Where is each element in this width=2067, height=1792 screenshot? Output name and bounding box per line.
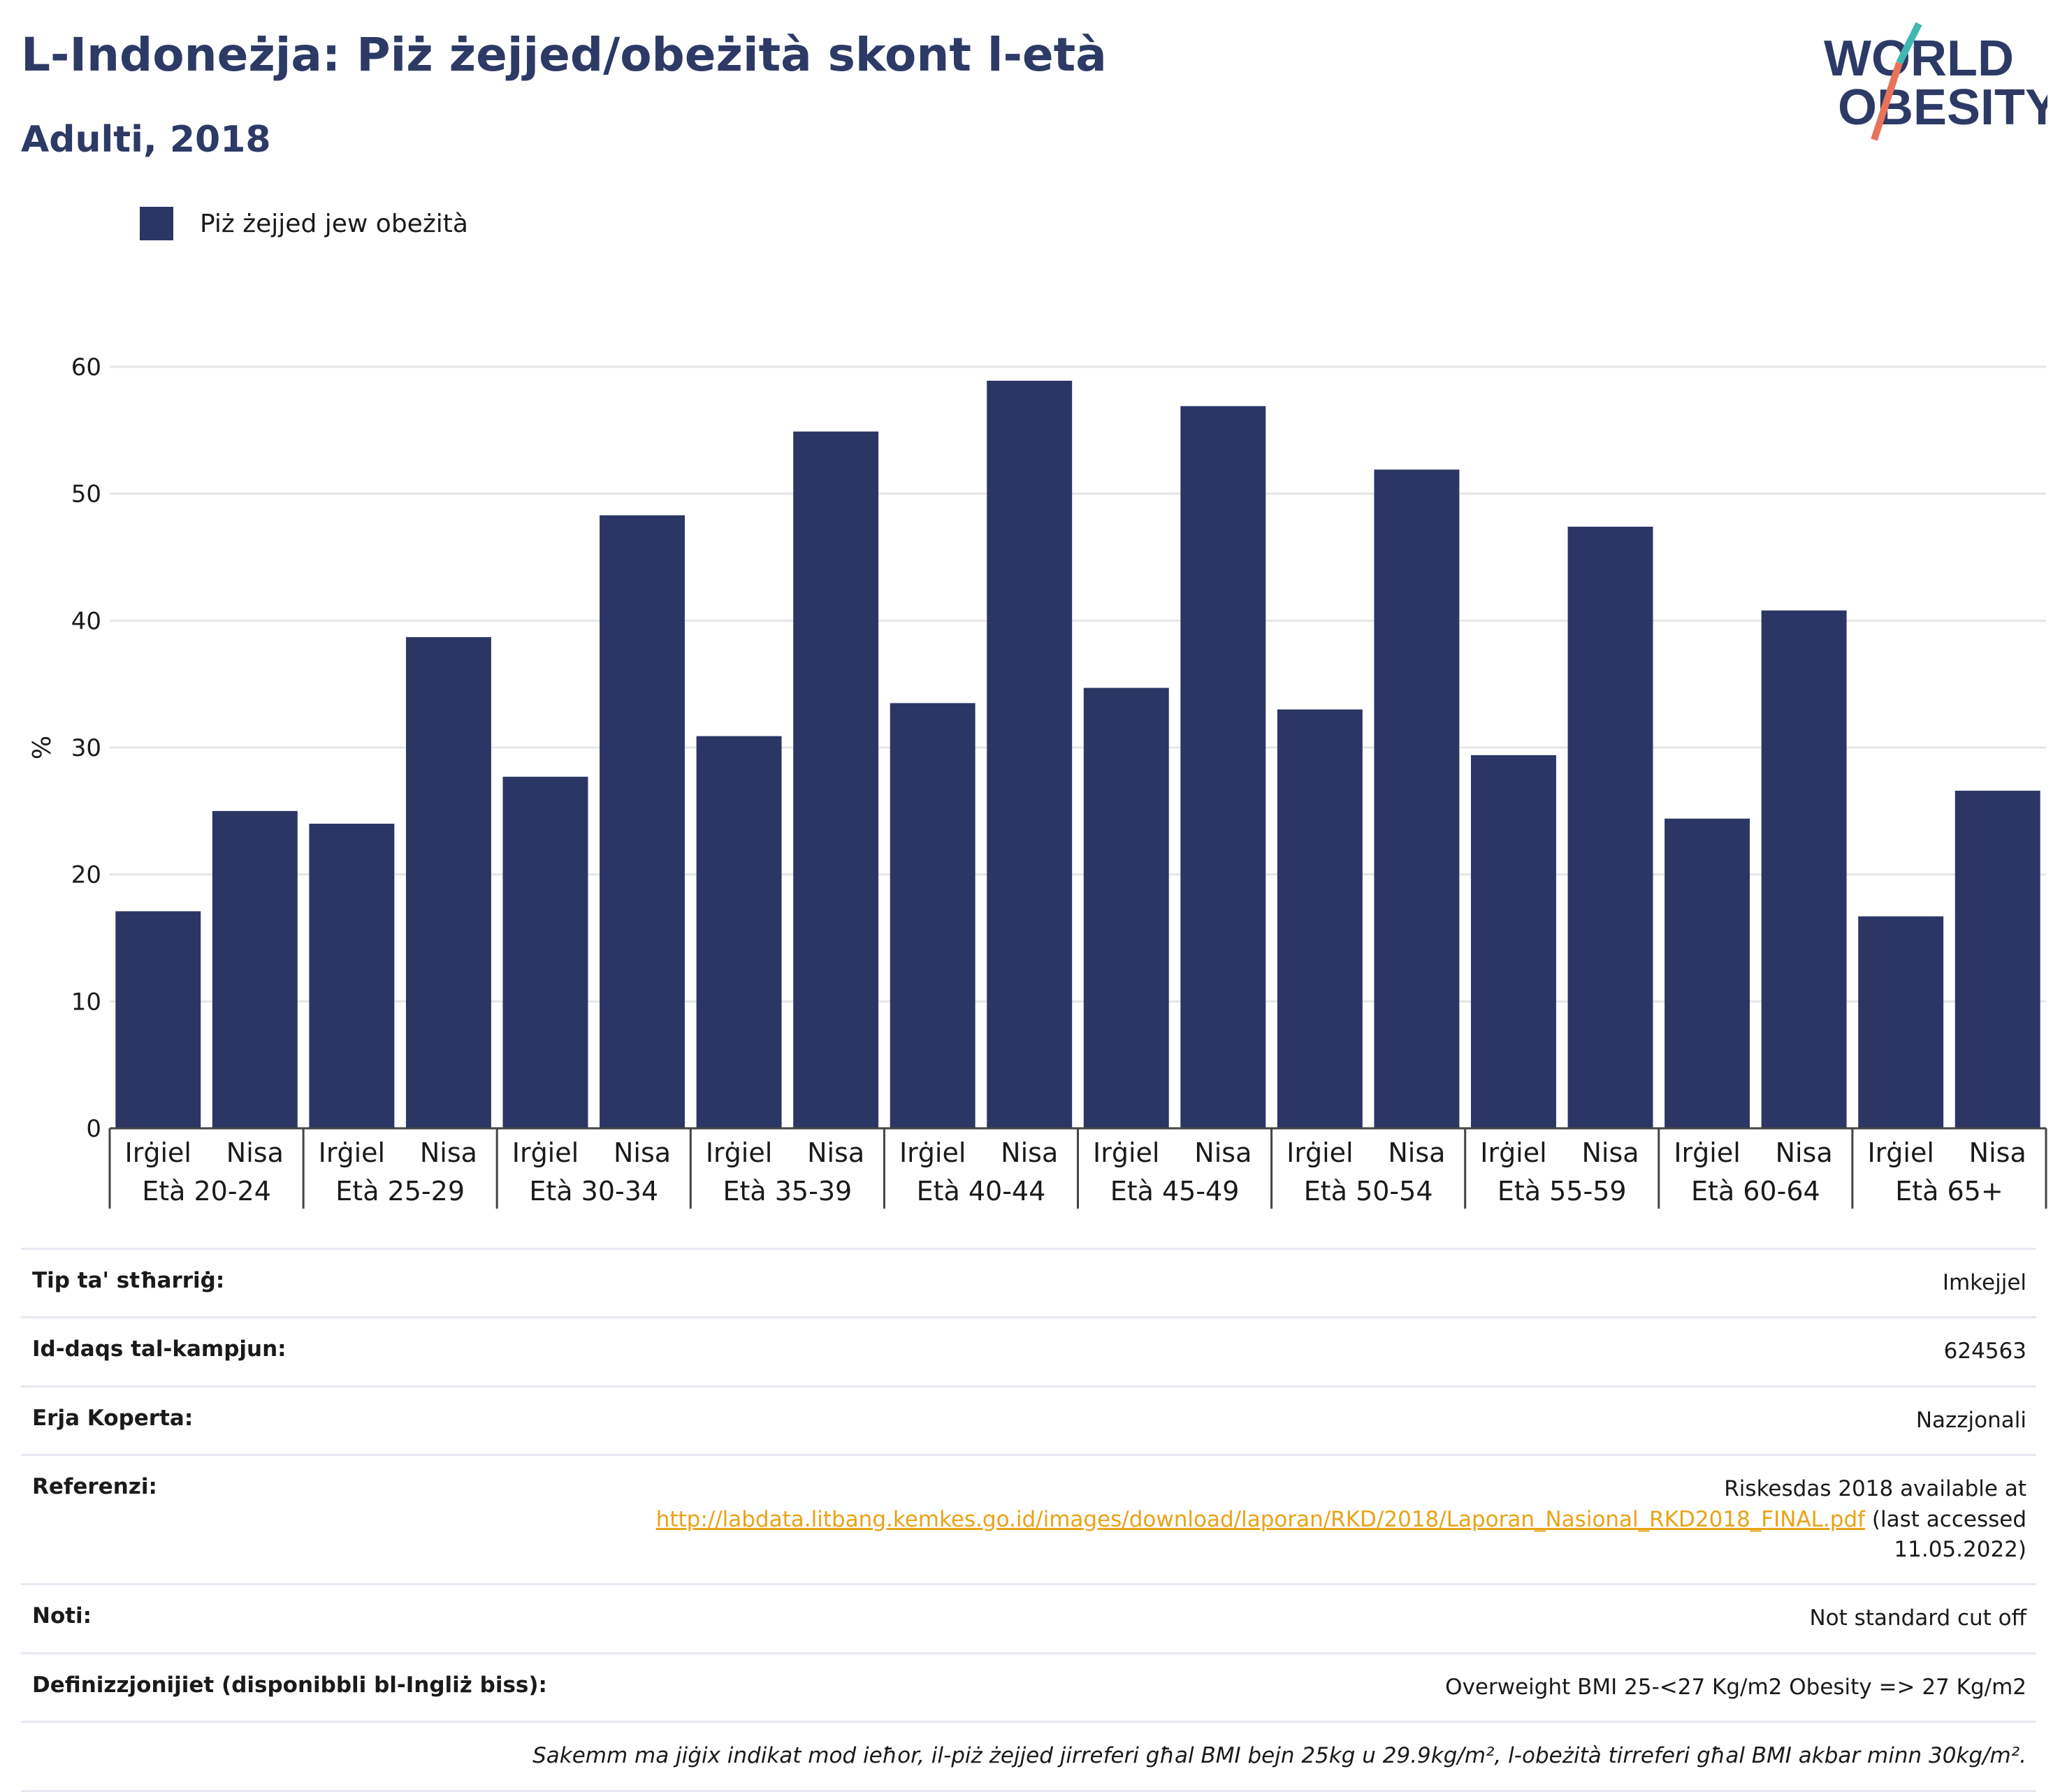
y-axis-label: % — [28, 736, 57, 759]
reference-accessed: (last accessed 11.05.2022) — [1871, 1506, 2026, 1562]
bar — [1761, 610, 1847, 1128]
x-tick-label: Irġiel — [1674, 1137, 1740, 1168]
x-tick-label: Nisa — [1776, 1137, 1833, 1168]
group-label: Età 40-44 — [917, 1176, 1046, 1207]
info-row-definitions: Definizzjonijiet (disponibbli bl-Ingliż … — [21, 1652, 2036, 1721]
x-tick-label: Nisa — [226, 1137, 284, 1168]
group-label: Età 50-54 — [1304, 1176, 1433, 1207]
bar — [1374, 469, 1460, 1128]
y-tick-label: 0 — [86, 1115, 101, 1143]
x-tick-label: Nisa — [1969, 1137, 2026, 1168]
logo-slash-top — [1896, 22, 1922, 65]
group-label: Età 35-39 — [723, 1176, 852, 1207]
bar — [1180, 406, 1266, 1128]
y-tick-label: 10 — [71, 988, 101, 1016]
logo-text-world: WORLD — [1824, 31, 2014, 87]
bar — [793, 431, 879, 1128]
bar — [1954, 790, 2040, 1128]
info-row-notes: Noti: Not standard cut off — [21, 1583, 2036, 1652]
bar — [115, 911, 201, 1128]
x-tick-label: Nisa — [614, 1137, 671, 1168]
bar — [1858, 916, 1944, 1128]
bar — [890, 703, 976, 1128]
legend: Piż żejjed jew obeżità — [140, 207, 468, 240]
x-tick-label: Nisa — [420, 1137, 477, 1168]
group-label: Età 20-24 — [142, 1176, 271, 1207]
info-label: Definizzjonijiet (disponibbli bl-Ingliż … — [32, 1672, 547, 1698]
info-label: Referenzi: — [32, 1474, 157, 1500]
logo-slash-bottom — [1871, 61, 1903, 141]
x-tick-label: Nisa — [1388, 1137, 1445, 1168]
group-label: Età 65+ — [1895, 1176, 2003, 1207]
info-label: Erja Koperta: — [32, 1405, 194, 1431]
legend-label: Piż żejjed jew obeżità — [200, 209, 468, 238]
bar — [1665, 818, 1750, 1128]
info-value: Imkejjel — [1942, 1270, 2026, 1295]
bar — [405, 636, 491, 1128]
bar — [502, 776, 588, 1128]
x-tick-label: Irġiel — [899, 1137, 966, 1168]
bar — [696, 736, 782, 1128]
info-row-survey-type: Tip ta' stħarriġ: Imkejjel — [21, 1248, 2036, 1316]
world-obesity-logo: WORLD OBESITY — [1824, 22, 2047, 141]
bar — [309, 824, 395, 1128]
info-row-references: Referenzi: Riskesdas 2018 available at h… — [21, 1454, 2036, 1583]
x-tick-label: Nisa — [1194, 1137, 1252, 1168]
x-tick-label: Irġiel — [1093, 1137, 1159, 1168]
info-row-footnote: Sakemm ma jiġix indikat mod ieħor, il-pi… — [21, 1721, 2036, 1792]
info-row-sample-size: Id-daqs tal-kampjun: 624563 — [21, 1316, 2036, 1385]
info-label: Noti: — [32, 1603, 92, 1629]
bar — [987, 380, 1073, 1128]
info-table: Tip ta' stħarriġ: Imkejjel Id-daqs tal-k… — [21, 1248, 2036, 1792]
x-tick-label: Irġiel — [319, 1137, 385, 1168]
group-label: Età 55-59 — [1497, 1176, 1627, 1207]
y-tick-label: 30 — [71, 734, 101, 762]
y-tick-label: 50 — [71, 481, 101, 509]
info-label: Tip ta' stħarriġ: — [32, 1268, 225, 1293]
chart-subtitle: Adulti, 2018 — [21, 119, 271, 161]
bar — [1567, 526, 1653, 1128]
group-label: Età 25-29 — [335, 1176, 465, 1207]
x-tick-label: Nisa — [1001, 1137, 1058, 1168]
info-label: Id-daqs tal-kampjun: — [32, 1336, 287, 1362]
x-tick-label: Irġiel — [1867, 1137, 1934, 1168]
x-tick-label: Irġiel — [706, 1137, 772, 1168]
bar — [1471, 755, 1556, 1128]
info-value: Riskesdas 2018 available at http://labda… — [524, 1474, 2026, 1565]
chart-title: L-Indoneżja: Piż żejjed/obeżità skont l-… — [21, 28, 1107, 82]
info-value: Nazzjonali — [1915, 1407, 2026, 1433]
info-value: 624563 — [1943, 1339, 2026, 1364]
x-tick-label: Irġiel — [1480, 1137, 1546, 1168]
group-label: Età 45-49 — [1110, 1176, 1240, 1207]
group-label: Età 30-34 — [529, 1176, 658, 1207]
bar — [1083, 687, 1169, 1128]
x-tick-label: Nisa — [807, 1137, 864, 1168]
reference-link[interactable]: http://labdata.litbang.kemkes.go.id/imag… — [655, 1506, 1866, 1532]
bar-chart: 0 10 20 30 40 50 60% Irġiel Nisa Irġiel Nisa Irġiel… — [28, 354, 2047, 1209]
footnote: Sakemm ma jiġix indikat mod ieħor, il-pi… — [532, 1743, 2026, 1769]
info-value: Overweight BMI 25-<27 Kg/m2 Obesity => 2… — [1445, 1674, 2026, 1700]
bar — [212, 810, 298, 1128]
bar — [600, 515, 685, 1128]
x-tick-label: Nisa — [1581, 1137, 1639, 1168]
y-tick-label: 20 — [71, 861, 101, 889]
legend-swatch — [140, 207, 173, 240]
group-label: Età 60-64 — [1691, 1176, 1820, 1207]
bar — [1277, 709, 1363, 1128]
y-tick-label: 40 — [71, 607, 101, 635]
info-row-area-covered: Erja Koperta: Nazzjonali — [21, 1385, 2036, 1454]
x-tick-label: Irġiel — [1286, 1137, 1353, 1168]
x-tick-label: Irġiel — [125, 1137, 191, 1168]
reference-text: Riskesdas 2018 available at — [1724, 1476, 2026, 1502]
y-tick-label: 60 — [71, 354, 101, 381]
info-value: Not standard cut off — [1809, 1605, 2026, 1631]
x-tick-label: Irġiel — [512, 1137, 579, 1168]
logo-text-obesity: OBESITY — [1838, 80, 2047, 136]
